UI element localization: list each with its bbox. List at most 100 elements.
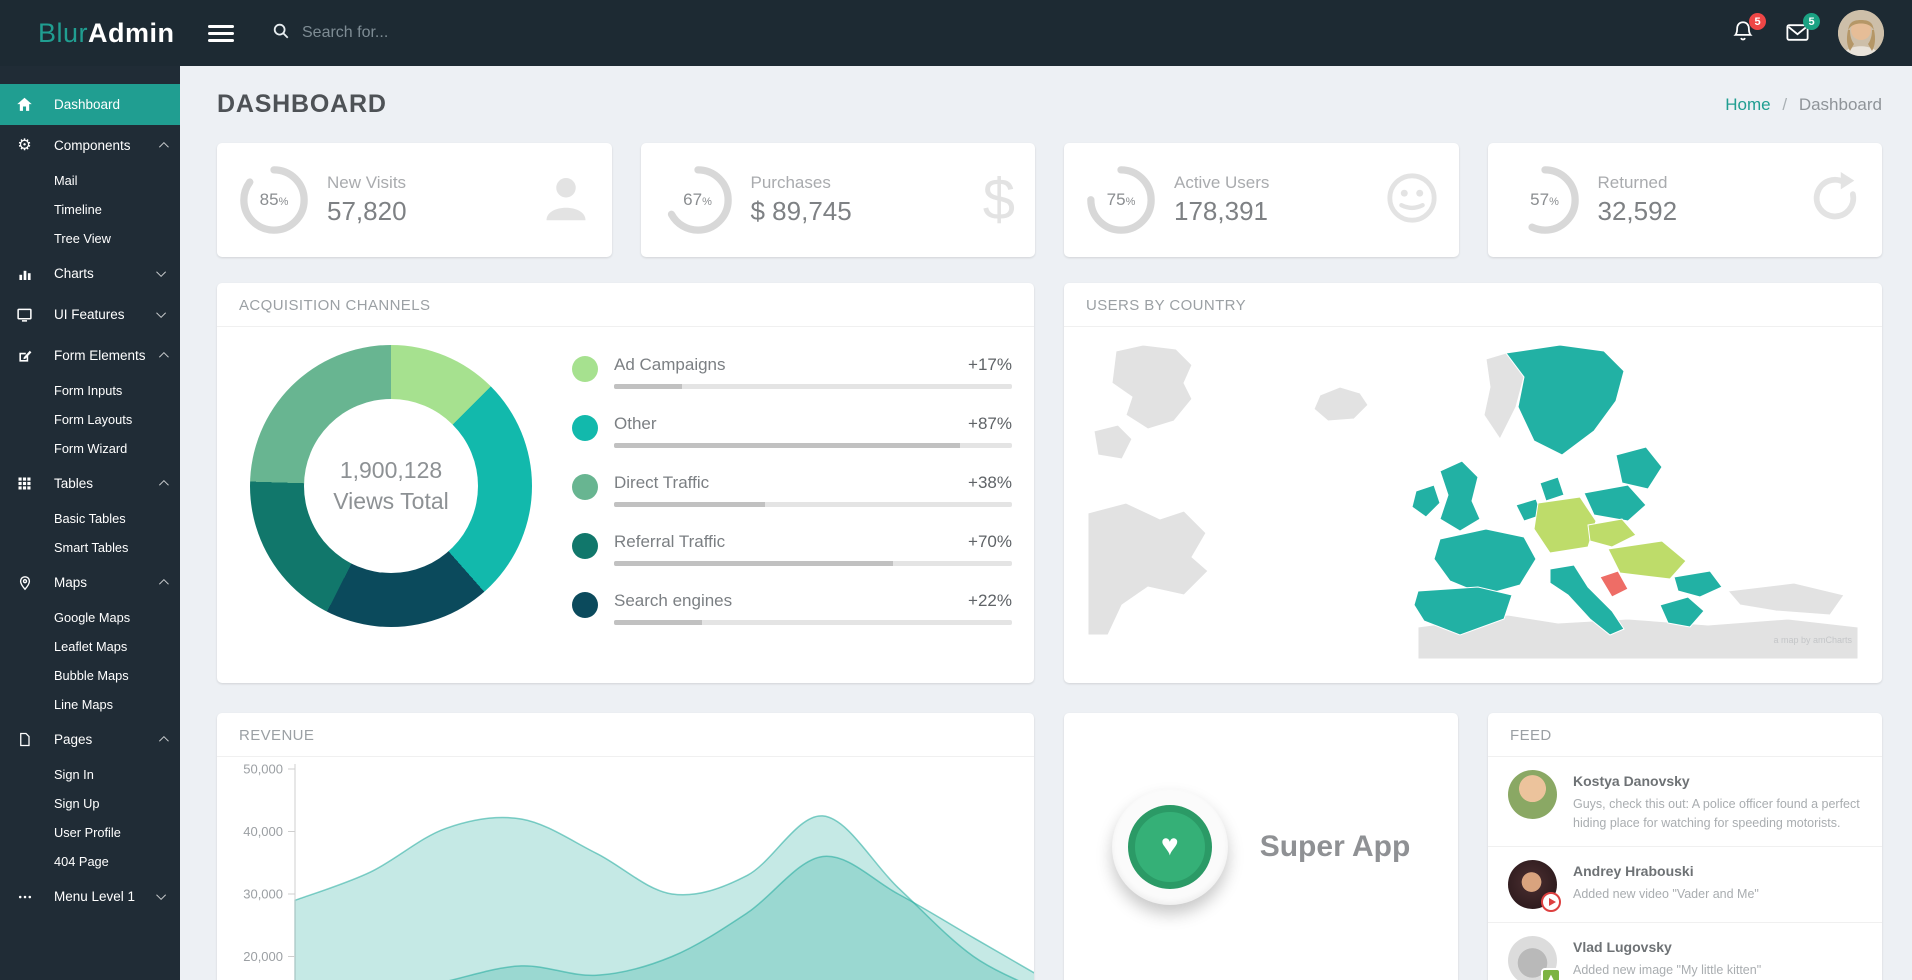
- legend-item-search-engines: Search engines +22%: [572, 591, 1012, 650]
- legend-item-other: Other +87%: [572, 414, 1012, 473]
- sidebar-item-ui-features[interactable]: UI Features: [0, 294, 180, 335]
- sidebar-subitem-timeline[interactable]: Timeline: [54, 202, 102, 217]
- notifications-count-badge: 5: [1749, 13, 1766, 30]
- monitor-icon: [15, 305, 34, 324]
- sidebar-subitem-line-maps[interactable]: Line Maps: [54, 697, 114, 712]
- breadcrumb-separator: /: [1782, 94, 1788, 114]
- sidebar-subitem-form-wizard[interactable]: Form Wizard: [54, 441, 128, 456]
- legend-dot: [572, 592, 598, 618]
- stat-label: Active Users: [1174, 173, 1270, 192]
- feed-author: Vlad Lugovsky: [1573, 938, 1672, 955]
- chevron-down-icon: [156, 890, 167, 901]
- feed-message: Guys, check this out: A police officer f…: [1573, 797, 1860, 830]
- users-by-country-card: USERS BY COUNTRY: [1064, 283, 1882, 683]
- sidebar-subitem-form-inputs[interactable]: Form Inputs: [54, 383, 123, 398]
- progress-ring: 85%: [239, 165, 309, 235]
- sidebar-item-label: Menu Level 1: [54, 889, 136, 904]
- sidebar-subitem-google-maps[interactable]: Google Maps: [54, 610, 131, 625]
- breadcrumb-current: Dashboard: [1798, 94, 1882, 114]
- chevron-down-icon: [156, 267, 167, 278]
- sidebar-item-label: UI Features: [54, 307, 125, 322]
- top-navbar: BlurAdmin 5 5: [0, 0, 1912, 66]
- sidebar: Dashboard ⚙ Components Mail Timeline Tre…: [0, 66, 180, 980]
- card-title: USERS BY COUNTRY: [1064, 283, 1882, 327]
- chevron-up-icon: [158, 735, 169, 746]
- chevron-up-icon: [158, 578, 169, 589]
- card-title: FEED: [1488, 713, 1882, 757]
- sidebar-subitem-bubble-maps[interactable]: Bubble Maps: [54, 668, 129, 683]
- sidebar-item-form-elements[interactable]: Form Elements: [0, 335, 180, 376]
- legend-dot: [572, 415, 598, 441]
- super-app-button[interactable]: ♥: [1111, 788, 1228, 905]
- sidebar-subitem-mail[interactable]: Mail: [54, 173, 78, 188]
- stat-value: 32,592: [1597, 196, 1678, 226]
- smiley-icon: [1385, 171, 1439, 230]
- feed-entry[interactable]: ▲ Vlad Lugovsky Added new image "My litt…: [1488, 923, 1882, 980]
- sidebar-item-charts[interactable]: Charts: [0, 253, 180, 294]
- card-title: REVENUE: [217, 713, 1034, 757]
- chevron-up-icon: [158, 141, 169, 152]
- feed-entry[interactable]: Andrey Hrabouski Added new video "Vader …: [1488, 847, 1882, 923]
- feed-entry[interactable]: Kostya Danovsky Guys, check this out: A …: [1488, 757, 1882, 847]
- feed-card: FEED Kostya Danovsky Guys, check this ou…: [1488, 713, 1882, 980]
- sidebar-item-maps[interactable]: Maps: [0, 562, 180, 603]
- progress-ring: 75%: [1086, 165, 1156, 235]
- avatar: [1508, 859, 1561, 912]
- sidebar-subitem-basic-tables[interactable]: Basic Tables: [54, 511, 126, 526]
- home-icon: [15, 95, 34, 114]
- legend-item-direct-traffic: Direct Traffic +38%: [572, 473, 1012, 532]
- stat-card-active-users: 75% Active Users 178,391: [1064, 143, 1459, 257]
- svg-text:40,000: 40,000: [243, 824, 283, 839]
- svg-text:30,000: 30,000: [243, 887, 283, 902]
- legend-item-referral-traffic: Referral Traffic +70%: [572, 532, 1012, 591]
- sidebar-subitem-404-page[interactable]: 404 Page: [54, 854, 109, 869]
- sidebar-item-menu-level-1[interactable]: Menu Level 1: [0, 876, 180, 917]
- search-input[interactable]: [302, 24, 562, 42]
- stat-label: New Visits: [327, 173, 407, 192]
- notifications-button[interactable]: 5: [1730, 13, 1766, 47]
- breadcrumb-home-link[interactable]: Home: [1725, 94, 1771, 114]
- sidebar-item-label: Tables: [54, 476, 94, 491]
- europe-map[interactable]: a map by amCharts: [1087, 343, 1859, 660]
- sidebar-item-pages[interactable]: Pages: [0, 719, 180, 760]
- menu-toggle-button[interactable]: [208, 21, 234, 46]
- legend-dot: [572, 533, 598, 559]
- sidebar-subitem-sign-in[interactable]: Sign In: [54, 767, 94, 782]
- sidebar-item-label: Components: [54, 138, 131, 153]
- sidebar-subitem-leaflet-maps[interactable]: Leaflet Maps: [54, 639, 128, 654]
- sidebar-subitem-sign-up[interactable]: Sign Up: [54, 796, 100, 811]
- super-app-label: Super App: [1259, 829, 1411, 863]
- search-bar: [272, 22, 562, 45]
- legend-progress-bar: [614, 384, 1012, 389]
- sidebar-subitem-smart-tables[interactable]: Smart Tables: [54, 540, 129, 555]
- document-icon: [15, 730, 34, 749]
- acquisition-legend: Ad Campaigns +17% Other +87% Direct Traffi…: [572, 345, 1012, 650]
- sidebar-item-label: Dashboard: [54, 97, 121, 112]
- stat-card-returned: 57% Returned 32,592: [1487, 143, 1882, 257]
- messages-count-badge: 5: [1803, 13, 1820, 30]
- user-avatar[interactable]: [1838, 10, 1884, 56]
- feed-author: Andrey Hrabouski: [1573, 862, 1694, 879]
- sidebar-item-tables[interactable]: Tables: [0, 463, 180, 504]
- sidebar-subitem-user-profile[interactable]: User Profile: [54, 825, 121, 840]
- legend-progress-bar: [614, 561, 1012, 566]
- stat-card-new-visits: 85% New Visits 57,820: [217, 143, 612, 257]
- legend-dot: [572, 356, 598, 382]
- revenue-area-chart: 50,000 40,000 30,000 20,000: [217, 758, 1034, 980]
- sidebar-item-dashboard[interactable]: Dashboard: [0, 84, 180, 125]
- pin-icon: [15, 573, 34, 592]
- legend-item-ad-campaigns: Ad Campaigns +17%: [572, 355, 1012, 414]
- stat-value: 57,820: [327, 196, 407, 226]
- chevron-up-icon: [158, 479, 169, 490]
- heart-icon: ♥: [1160, 828, 1179, 862]
- brand-logo[interactable]: BlurAdmin: [0, 18, 180, 49]
- sidebar-item-components[interactable]: ⚙ Components: [0, 125, 180, 166]
- donut-center: 1,900,128 Views Total: [304, 399, 478, 573]
- sidebar-subitem-tree-view[interactable]: Tree View: [54, 231, 111, 246]
- sidebar-subitem-form-layouts[interactable]: Form Layouts: [54, 412, 133, 427]
- messages-button[interactable]: 5: [1784, 13, 1820, 47]
- svg-text:20,000: 20,000: [243, 949, 283, 964]
- main-content: DASHBOARD Home / Dashboard 85% New Visit…: [180, 66, 1912, 980]
- legend-progress-bar: [614, 443, 1012, 448]
- chevron-up-icon: [158, 351, 169, 362]
